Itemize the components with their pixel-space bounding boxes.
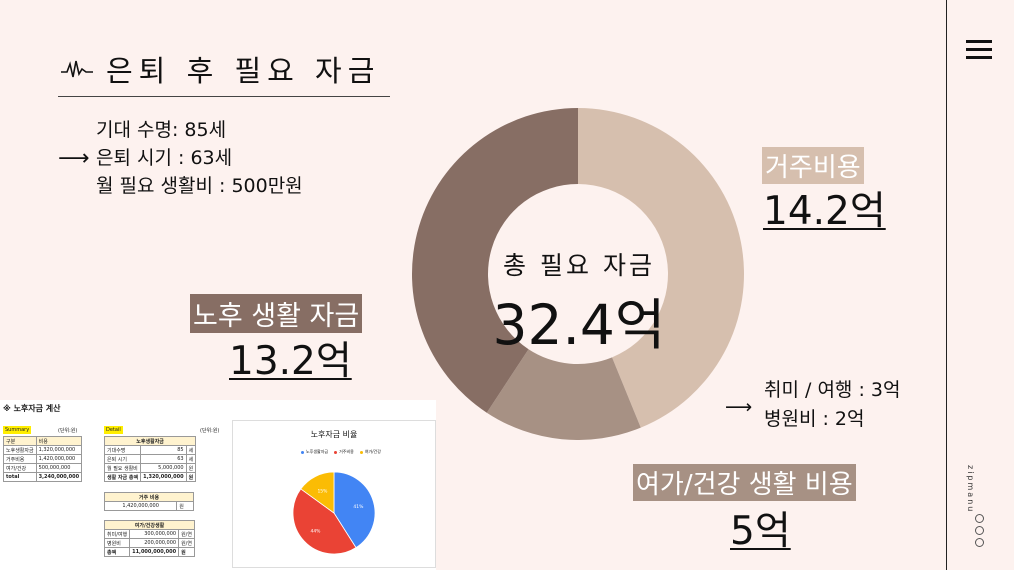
living-fund-amount: 13.2억: [229, 339, 352, 384]
pie-chart-card: 노후자금 비율 노후생활자금 거주비용 여가/건강 41% 44% 15%: [232, 420, 436, 568]
cell: 1,320,000,000: [140, 472, 187, 482]
cell: 취미/여행: [103, 529, 131, 539]
title-underline: [58, 96, 390, 97]
pie-slice-label: 44%: [310, 528, 321, 534]
housing-header: 거주 비용: [104, 492, 194, 502]
summary-header: 구분: [3, 436, 37, 446]
cell: 총액: [103, 547, 131, 557]
cell: 노후생활자금: [3, 445, 37, 455]
pie-slice-label: 41%: [353, 504, 364, 510]
cell: 원/연: [178, 538, 195, 548]
housing-table: 거주 비용 1,420,000,000 원: [103, 492, 194, 511]
cell: 500,000,000: [35, 463, 83, 473]
donut-segment-1: [486, 349, 641, 440]
cell: total: [3, 472, 37, 482]
cell: 300,000,000: [129, 529, 180, 539]
detail-unit: (단위:원): [200, 428, 220, 434]
detail-table: 노후생활자금 기대수명 85 세 은퇴 시기 63 세 월 필요 생활비 5,000,00…: [103, 436, 197, 482]
arrow-right-icon: ⟶: [725, 396, 753, 418]
living-fund-label: 노후 생활 자금: [190, 294, 363, 333]
cell: 1,420,000,000: [35, 454, 83, 464]
pie-chart-title: 노후자금 비율: [310, 430, 358, 439]
cell: 63: [140, 454, 187, 464]
pie-slice-1: [292, 488, 357, 555]
cell: 200,000,000: [129, 538, 180, 548]
arrow-right-icon: ⟶: [58, 146, 90, 171]
life-expectancy: 기대 수명: 85세: [96, 119, 227, 141]
cell: 병원비: [103, 538, 131, 548]
page-title: 은퇴 후 필요 자금: [60, 48, 380, 90]
pie-slice-label: 15%: [317, 488, 328, 494]
legend-item: 거주비용: [334, 449, 354, 455]
cell: 은퇴 시기: [103, 454, 142, 464]
legend-item: 노후생활자금: [301, 449, 328, 455]
cell: 세: [185, 454, 197, 464]
cell: 원: [185, 472, 197, 482]
pulse-icon: [61, 60, 93, 78]
cell: 원: [185, 463, 197, 473]
pie-legend: 노후생활자금 거주비용 여가/건강: [301, 449, 381, 455]
monthly-living-cost: 월 필요 생활비 : 500만원: [96, 175, 303, 197]
side-divider: [946, 0, 947, 570]
hospital: 병원비 : 2억: [764, 408, 865, 430]
donut-chart: [412, 108, 744, 440]
detail-label: Detail: [104, 426, 123, 434]
total-label: 총 필요 자금: [503, 251, 655, 280]
cell: 1,420,000,000: [103, 501, 178, 511]
cell: 85: [140, 445, 187, 455]
leisure-header: 여가/건강생활: [104, 520, 195, 530]
brand-logo: zipmanu: [966, 465, 975, 514]
cell: 원: [176, 501, 194, 511]
retirement-age: 은퇴 시기 : 63세: [96, 147, 233, 169]
housing-label: 거주비용: [762, 147, 864, 184]
donut-segment-2: [412, 108, 578, 413]
summary-unit: (단위:원): [58, 428, 78, 434]
legend-item: 여가/건강: [359, 449, 381, 455]
hamburger-menu-icon[interactable]: [966, 40, 994, 60]
page-title-text: 은퇴 후 필요 자금: [106, 54, 381, 88]
leisure-breakdown: 취미 / 여행 : 3억 병원비 : 2억: [764, 376, 900, 434]
hobby-travel: 취미 / 여행 : 3억: [764, 379, 901, 401]
cell: 1,320,000,000: [35, 445, 83, 455]
cell: 원: [178, 547, 195, 557]
cell: 기대수명: [103, 445, 142, 455]
assumptions: 기대 수명: 85세 은퇴 시기 : 63세 월 필요 생활비 : 500만원: [96, 116, 303, 200]
summary-header: 비용: [35, 436, 83, 446]
cell: 11,000,000,000: [129, 547, 180, 557]
cell: 5,000,000: [140, 463, 187, 473]
summary-label: Summary: [3, 426, 32, 434]
housing-amount: 14.2억: [763, 189, 886, 234]
cell: 3,240,000,000: [35, 472, 83, 482]
cell: 세: [185, 445, 197, 455]
summary-table: 구분 비용 노후생활자금 1,320,000,000 거주비용 1,420,000,0…: [3, 436, 83, 482]
detail-header: 노후생활자금: [103, 436, 197, 446]
page-dots[interactable]: [975, 514, 984, 547]
total-value: 32.4억: [492, 293, 666, 357]
cell: 월 필요 생활비: [103, 463, 142, 473]
leisure-table: 여가/건강생활 취미/여행 300,000,000 원/연 병원비 200,000,0…: [103, 520, 195, 557]
donut-segment-0: [578, 108, 744, 428]
leisure-label: 여가/건강 생활 비용: [633, 464, 856, 501]
cell: 생활 자금 총액: [103, 472, 142, 482]
cell: 원/연: [178, 529, 195, 539]
leisure-amount: 5억: [730, 509, 791, 554]
cell: 거주비용: [3, 454, 37, 464]
pie-chart: 41% 44% 15%: [292, 471, 376, 555]
cell: 여가/건강: [3, 463, 37, 473]
sheet-title: ※ 노후자금 계산: [3, 404, 61, 413]
pie-slice-2: [300, 471, 335, 514]
